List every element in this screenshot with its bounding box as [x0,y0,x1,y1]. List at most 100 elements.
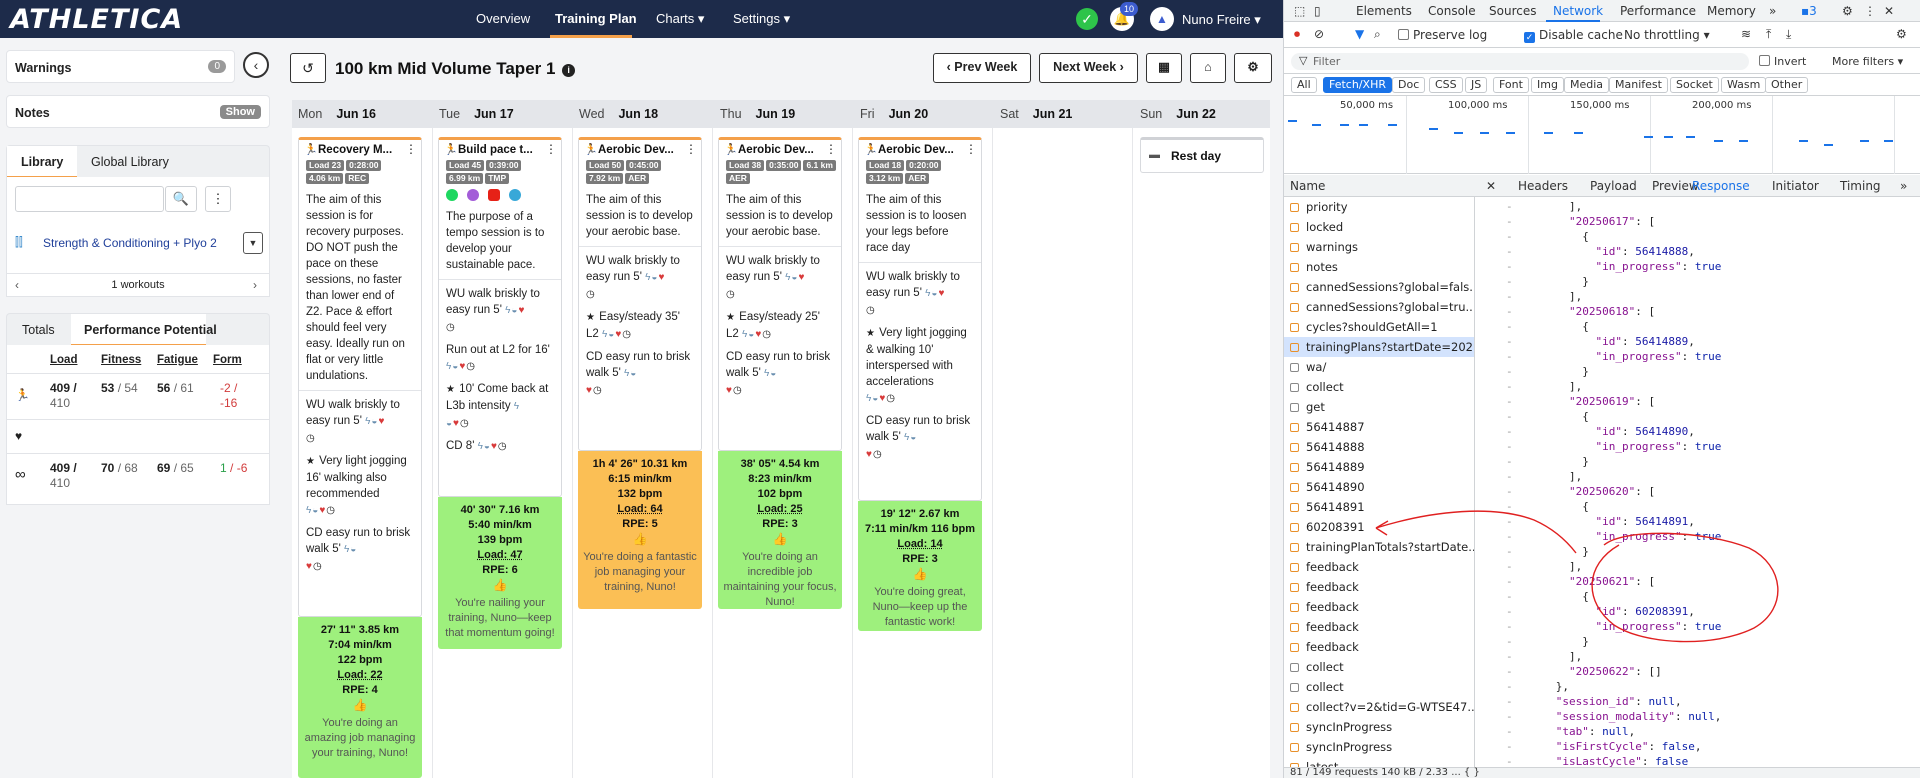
code-fold-marker[interactable]: - [1506,365,1513,378]
code-fold-marker[interactable]: - [1506,470,1513,483]
code-fold-marker[interactable]: - [1506,380,1513,393]
request-row[interactable]: latest [1284,757,1474,767]
tab-library[interactable]: Library [21,155,64,169]
athletica-logo[interactable]: ATHLETICA [10,4,184,35]
code-fold-marker[interactable]: - [1506,755,1513,767]
tab-more[interactable]: » [1900,179,1908,193]
network-timeline[interactable]: 50,000 ms 100,000 ms 150,000 ms 200,000 … [1284,96,1920,174]
code-fold-marker[interactable]: - [1506,215,1513,228]
tab-memory[interactable]: Memory [1707,4,1756,18]
notes-show-button[interactable]: Show [219,105,261,119]
request-row[interactable]: 56414887 [1284,417,1474,437]
nav-overview[interactable]: Overview [476,11,531,26]
location-icon[interactable] [509,189,521,201]
wifi-icon[interactable]: ≋ [1741,27,1752,41]
calendar-button[interactable]: ▦ [1146,53,1182,83]
chip-doc[interactable]: Doc [1392,77,1426,93]
request-row[interactable]: feedback [1284,617,1474,637]
prev-week-button[interactable]: ‹ Prev Week [933,53,1031,83]
tab-timing[interactable]: Timing [1840,179,1881,193]
card-title[interactable]: Aerobic Dev... [598,144,674,156]
download-icon[interactable]: ⤓ [1786,27,1792,41]
tab-performance-potential[interactable]: Performance Potential [84,323,217,337]
workout-card-thu[interactable]: 🏃 Aerobic Dev... ⋮ Load 38 0:35:00 6.1 km A… [718,137,842,451]
code-fold-marker[interactable]: - [1506,485,1513,498]
request-row[interactable]: collect [1284,677,1474,697]
tab-headers[interactable]: Headers [1518,179,1568,193]
tab-performance[interactable]: Performance [1620,4,1697,18]
clear-icon[interactable]: ⊘ [1314,27,1325,41]
nav-training-plan[interactable]: Training Plan [555,11,637,26]
code-fold-marker[interactable]: - [1506,665,1513,678]
request-row[interactable]: syncInProgress [1284,737,1474,757]
code-fold-marker[interactable]: - [1506,545,1513,558]
kebab-icon[interactable]: ⋮ [1864,4,1876,18]
request-row[interactable]: 56414891 [1284,497,1474,517]
code-fold-marker[interactable]: - [1506,515,1513,528]
chip-js[interactable]: JS [1465,77,1488,93]
request-row[interactable]: feedback [1284,577,1474,597]
library-search-input[interactable] [15,186,164,212]
more-filters-button[interactable]: More filters ▾ [1832,55,1904,68]
code-fold-marker[interactable]: - [1506,500,1513,513]
request-row[interactable]: wa/ [1284,357,1474,377]
workout-card-fri[interactable]: 🏃 Aerobic Dev... ⋮ Load 18 0:20:003.12 km… [858,137,982,501]
spotify-icon[interactable] [446,189,458,201]
filter-input[interactable]: ▽ Filter [1291,53,1749,70]
response-body[interactable]: - ], - "20250617": [- {- "id": 56414888, -… [1476,197,1920,767]
next-week-button[interactable]: Next Week › [1039,53,1138,83]
card-title[interactable]: Build pace t... [458,144,533,156]
request-row[interactable]: cannedSessions?global=tru... [1284,297,1474,317]
workout-card-wed[interactable]: 🏃 Aerobic Dev... ⋮ Load 50 0:45:007.92 km… [578,137,702,451]
close-icon[interactable]: ✕ [1884,4,1895,18]
search-icon[interactable]: ⌕ [1374,27,1381,41]
request-row[interactable]: collect?v=2&tid=G-WTSE47... [1284,697,1474,717]
library-plan-name[interactable]: Strength & Conditioning + Plyo 2 [43,236,217,250]
code-fold-marker[interactable]: - [1506,245,1513,258]
request-row[interactable]: collect [1284,377,1474,397]
code-fold-marker[interactable]: - [1506,260,1513,273]
workout-card-mon[interactable]: 🏃 Recovery M... ⋮ Load 23 0:28:004.06 km R… [298,137,422,617]
tab-sources[interactable]: Sources [1489,4,1537,18]
completed-summary-wed[interactable]: 1h 4' 26" 10.31 km 6:15 min/km 132 bpm L… [578,451,702,609]
issues-badge[interactable]: ▪3 [1801,4,1817,18]
code-fold-marker[interactable]: - [1506,695,1513,708]
gear-icon[interactable]: ⚙ [1896,27,1907,41]
preserve-log-checkbox[interactable]: Preserve log [1398,28,1487,42]
close-icon[interactable]: ✕ [1486,179,1497,193]
invert-checkbox[interactable]: Invert [1759,55,1806,68]
tab-network[interactable]: Network [1553,4,1604,18]
chip-css[interactable]: CSS [1429,77,1463,93]
podcast-icon[interactable] [467,189,479,201]
chip-img[interactable]: Img [1531,77,1564,93]
name-column-header[interactable]: Name [1290,179,1326,193]
request-row[interactable]: priority [1284,197,1474,217]
request-row[interactable]: locked [1284,217,1474,237]
code-fold-marker[interactable]: - [1506,410,1513,423]
chip-fetch-xhr[interactable]: Fetch/XHR [1323,77,1392,93]
kebab-icon[interactable]: ⋮ [405,142,417,156]
device-toggle-icon[interactable]: ▯ [1314,4,1321,18]
code-fold-marker[interactable]: - [1506,635,1513,648]
code-fold-marker[interactable]: - [1506,650,1513,663]
code-fold-marker[interactable]: - [1506,335,1513,348]
request-row[interactable]: 60208391 [1284,517,1474,537]
filter-icon[interactable]: ▼ [1355,27,1365,41]
request-row[interactable]: 56414890 [1284,477,1474,497]
code-fold-marker[interactable]: - [1506,425,1513,438]
rest-day-card[interactable]: ▬ Rest day [1140,137,1264,173]
request-row[interactable]: feedback [1284,597,1474,617]
request-row[interactable]: warnings [1284,237,1474,257]
kebab-icon[interactable]: ⋮ [825,142,837,156]
warnings-panel[interactable]: Warnings 0 [6,50,235,83]
completed-summary-tue[interactable]: 40' 30" 7.16 km 5:40 min/km 139 bpm Load… [438,497,562,649]
request-row[interactable]: 56414888 [1284,437,1474,457]
code-fold-marker[interactable]: - [1506,440,1513,453]
code-fold-marker[interactable]: - [1506,305,1513,318]
sync-check-icon[interactable]: ✓ [1076,8,1098,30]
tab-preview[interactable]: Preview [1652,179,1699,193]
code-fold-marker[interactable]: - [1506,350,1513,363]
code-fold-marker[interactable]: - [1506,275,1513,288]
tab-initiator[interactable]: Initiator [1772,179,1819,193]
code-fold-marker[interactable]: - [1506,605,1513,618]
